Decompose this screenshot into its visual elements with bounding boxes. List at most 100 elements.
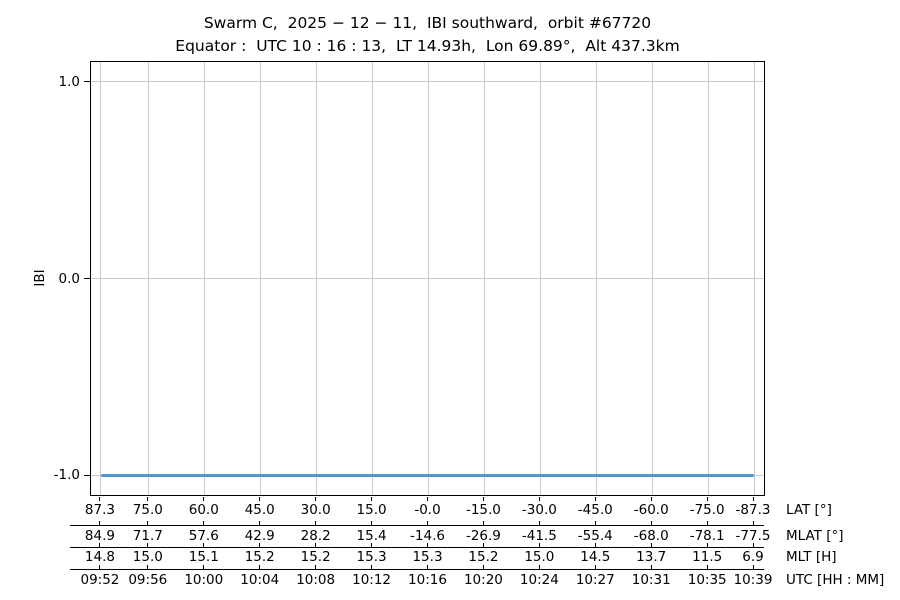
utc-axis-tick [147, 565, 149, 569]
mlat-tick-value-label: 42.9 [244, 528, 275, 544]
mlt-axis-tick [538, 543, 540, 547]
x-tick [259, 497, 261, 501]
mlat-tick-value-label: 57.6 [188, 528, 219, 544]
mlt-axis-tick [594, 543, 596, 547]
mlt-tick-value-label: 15.2 [468, 549, 499, 565]
plot-area [90, 61, 765, 496]
mlat-tick-value-label: -68.0 [633, 528, 669, 544]
lat-tick-value-label: -15.0 [465, 502, 501, 518]
mlat-axis-tick [706, 521, 708, 525]
mlat-tick-value-label: -41.5 [521, 528, 557, 544]
h-gridline [91, 81, 764, 83]
mlat-axis-tick [99, 521, 101, 525]
lat-tick-value-label: -75.0 [689, 502, 725, 518]
y-tick [84, 278, 90, 279]
mlat-axis-tick [371, 521, 373, 525]
y-tick-label: 1.0 [58, 73, 80, 90]
mlat-axis-tick [752, 521, 754, 525]
mlat-axis-tick [259, 521, 261, 525]
mlat-tick-value-label: -78.1 [689, 528, 725, 544]
utc-axis-tick [315, 565, 317, 569]
utc-axis-tick [594, 565, 596, 569]
mlt-axis-tick [371, 543, 373, 547]
x-tick [427, 497, 428, 501]
utc-axis-tick [203, 565, 205, 569]
mlat-tick-value-label: 84.9 [84, 528, 115, 544]
mlt-axis-tick [482, 543, 484, 547]
mlt-tick-value-label: 15.0 [524, 549, 555, 565]
mlt-tick-value-label: 15.2 [244, 549, 275, 565]
plot-title: Swarm C, 2025 − 12 − 11, IBI southward, … [203, 14, 652, 32]
plot-subtitle: Equator : UTC 10 : 16 : 13, LT 14.93h, L… [175, 37, 680, 55]
utc-axis-tick [650, 565, 652, 569]
x-tick [482, 497, 484, 501]
row-unit-label-utc: UTC [HH : MM] [786, 572, 885, 588]
utc-axis-tick [259, 565, 261, 569]
utc-tick-value-label: 10:16 [408, 572, 447, 588]
x-tick [315, 497, 317, 501]
utc-tick-value-label: 10:12 [352, 572, 392, 588]
mlat-axis-tick [427, 521, 428, 525]
mlt-tick-value-label: 15.0 [132, 549, 163, 565]
utc-tick-value-label: 10:08 [296, 572, 336, 588]
mlat-axis-tick [650, 521, 652, 525]
mlt-axis-tick [259, 543, 261, 547]
utc-axis-tick [99, 565, 101, 569]
row-unit-label-mlat: MLAT [°] [786, 528, 844, 544]
utc-tick-value-label: 10:39 [733, 572, 773, 588]
mlat-tick-value-label: -26.9 [465, 528, 501, 544]
mlt-axis-spine [70, 547, 764, 548]
ibi-line [100, 473, 755, 478]
x-tick [706, 497, 708, 501]
x-tick [650, 497, 652, 501]
mlat-tick-value-label: 28.2 [300, 528, 331, 544]
utc-tick-value-label: 10:31 [631, 572, 671, 588]
mlat-tick-value-label: -55.4 [577, 528, 613, 544]
lat-tick-value-label: -30.0 [521, 502, 557, 518]
mlt-tick-value-label: 6.9 [742, 549, 764, 565]
utc-axis-tick [752, 565, 754, 569]
x-tick [203, 497, 205, 501]
y-tick-label: 0.0 [58, 270, 80, 287]
lat-tick-value-label: -45.0 [577, 502, 613, 518]
utc-axis-tick [482, 565, 484, 569]
utc-axis-spine [70, 569, 764, 570]
utc-tick-value-label: 10:24 [519, 572, 559, 588]
lat-tick-value-label: 87.3 [84, 502, 115, 518]
mlt-axis-tick [203, 543, 205, 547]
x-tick [371, 497, 373, 501]
mlat-tick-value-label: -77.5 [735, 528, 771, 544]
y-tick [84, 81, 90, 83]
mlt-tick-value-label: 14.5 [580, 549, 611, 565]
mlt-axis-tick [147, 543, 149, 547]
utc-axis-tick [706, 565, 708, 569]
lat-tick-value-label: 75.0 [132, 502, 163, 518]
row-unit-label-mlt: MLT [H] [786, 549, 837, 565]
mlt-axis-tick [427, 543, 428, 547]
utc-axis-tick [371, 565, 373, 569]
mlat-axis-tick [315, 521, 317, 525]
mlt-axis-tick [99, 543, 101, 547]
utc-tick-value-label: 10:20 [463, 572, 503, 588]
mlt-tick-value-label: 15.2 [300, 549, 331, 565]
lat-tick-value-label: -87.3 [735, 502, 771, 518]
lat-tick-value-label: 60.0 [188, 502, 219, 518]
mlat-axis-tick [147, 521, 149, 525]
x-tick [147, 497, 149, 501]
y-tick [84, 474, 90, 476]
mlt-tick-value-label: 15.1 [188, 549, 219, 565]
x-tick [752, 497, 754, 501]
utc-tick-value-label: 10:00 [184, 572, 224, 588]
mlat-tick-value-label: 15.4 [356, 528, 387, 544]
mlt-axis-tick [315, 543, 317, 547]
utc-tick-value-label: 09:52 [80, 572, 120, 588]
mlt-tick-value-label: 11.5 [692, 549, 723, 565]
lat-tick-value-label: -0.0 [414, 502, 441, 518]
mlt-tick-value-label: 14.8 [84, 549, 115, 565]
utc-tick-value-label: 10:35 [687, 572, 727, 588]
mlat-axis-tick [203, 521, 205, 525]
mlt-axis-tick [706, 543, 708, 547]
mlt-tick-value-label: 13.7 [636, 549, 667, 565]
lat-tick-value-label: 30.0 [300, 502, 331, 518]
